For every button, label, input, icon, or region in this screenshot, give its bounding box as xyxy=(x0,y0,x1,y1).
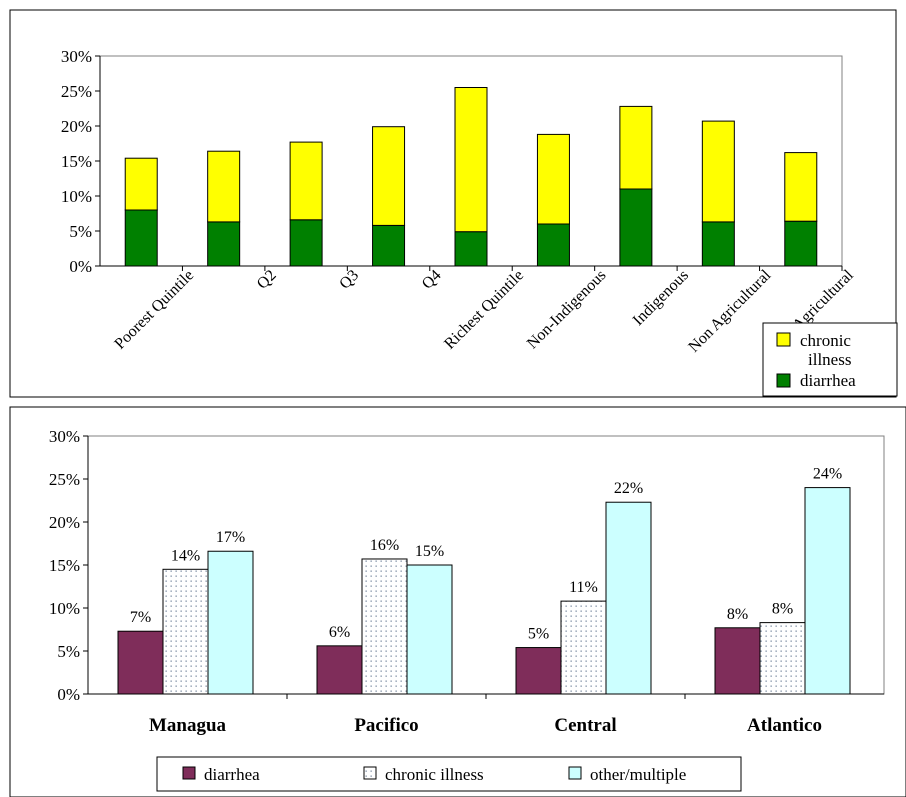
y-tick-label: 5% xyxy=(69,222,92,241)
bar-chronic-illness xyxy=(207,150,241,223)
bar-chronic-illness xyxy=(124,157,158,211)
bar-chronic-illness xyxy=(162,568,209,695)
x-tick-label: Q4 xyxy=(419,267,445,293)
legend-label-chronic: chronic xyxy=(800,331,851,350)
legend-label-chronic-2: illness xyxy=(808,350,851,369)
legend-label-chronic-illness: chronic illness xyxy=(385,765,484,784)
bar-chronic-illness xyxy=(454,87,488,233)
bottom-grouped-bar-chart: 0% 5% 10% 15% 20% 25% 30% 7% 14% 17% Managua 6% 16% 1… xyxy=(9,406,906,797)
bar-diarrhea xyxy=(316,645,363,695)
x-tick-label: Q3 xyxy=(336,267,362,293)
bar-chronic-illness xyxy=(289,141,323,221)
y-tick-label: 30% xyxy=(49,427,80,446)
data-label: 22% xyxy=(614,480,643,497)
data-label: 14% xyxy=(171,547,200,564)
data-label: 8% xyxy=(727,606,748,623)
bar-diarrhea xyxy=(289,219,323,267)
y-tick-label: 20% xyxy=(49,513,80,532)
legend-swatch-chronic xyxy=(776,332,791,347)
data-label: 24% xyxy=(813,466,842,483)
x-tick-label: Richest Quintile xyxy=(441,267,527,353)
y-tick-label: 30% xyxy=(61,47,92,66)
data-label: 6% xyxy=(329,624,350,641)
data-label: 16% xyxy=(370,537,399,554)
bar-diarrhea xyxy=(124,209,158,267)
bar-diarrhea xyxy=(454,231,488,267)
bar-chronic-illness xyxy=(361,558,408,695)
y-tick-label: 15% xyxy=(61,152,92,171)
x-tick-label: Q2 xyxy=(254,267,280,293)
bar-diarrhea xyxy=(207,221,241,267)
bar-diarrhea xyxy=(714,627,761,695)
bar-chronic-illness xyxy=(560,600,607,695)
x-tick-label: Indigenous xyxy=(630,267,692,329)
x-tick-label: Managua xyxy=(149,715,227,736)
data-label: 8% xyxy=(772,601,793,618)
bar-diarrhea xyxy=(536,223,570,267)
legend-swatch-chronic-illness xyxy=(363,766,377,780)
chart-frame xyxy=(9,406,906,797)
bar-chronic-illness xyxy=(619,105,653,190)
chart-frame xyxy=(9,9,897,398)
y-tick-label: 0% xyxy=(69,257,92,276)
bar-other-multiple xyxy=(207,550,254,695)
legend-swatch-diarrhea xyxy=(182,766,196,780)
bar-chronic-illness xyxy=(536,133,570,225)
data-label: 7% xyxy=(130,609,151,626)
y-tick-label: 10% xyxy=(61,187,92,206)
x-tick-label: Poorest Quintile xyxy=(111,267,197,353)
legend-box xyxy=(156,756,742,792)
data-label: 11% xyxy=(569,579,598,596)
x-tick-label: Central xyxy=(554,715,616,736)
bar-diarrhea xyxy=(372,224,406,267)
y-tick-label: 0% xyxy=(57,685,80,704)
data-label: 15% xyxy=(415,543,444,560)
y-tick-label: 25% xyxy=(49,470,80,489)
legend-swatch-diarrhea xyxy=(776,373,791,388)
y-tick-label: 10% xyxy=(49,599,80,618)
y-tick-label: 20% xyxy=(61,117,92,136)
legend-label-other-multiple: other/multiple xyxy=(590,765,686,784)
y-tick-label: 25% xyxy=(61,82,92,101)
bar-chronic-illness xyxy=(759,622,806,695)
y-tick-label: 5% xyxy=(57,642,80,661)
bar-diarrhea xyxy=(619,188,653,267)
x-tick-label: Atlantico xyxy=(747,715,822,736)
bar-chronic-illness xyxy=(784,152,818,222)
bar-diarrhea xyxy=(117,630,164,695)
legend: diarrhea chronic illness other/multiple xyxy=(156,756,742,792)
y-tick-label: 15% xyxy=(49,556,80,575)
legend-label-diarrhea: diarrhea xyxy=(800,371,856,390)
top-stacked-bar-chart: 0% 5% 10% 15% 20% 25% 30% Poorest Quintile Q2 Q3 Q… xyxy=(9,9,898,398)
bar-chronic-illness xyxy=(372,126,406,226)
bar-diarrhea xyxy=(701,221,735,267)
bar-diarrhea xyxy=(784,220,818,267)
data-label: 17% xyxy=(216,529,245,546)
data-label: 5% xyxy=(528,626,549,643)
x-tick-label: Non Agricultural xyxy=(685,266,774,355)
bar-other-multiple xyxy=(406,564,453,695)
bar-chronic-illness xyxy=(701,120,735,223)
bar-other-multiple xyxy=(804,487,851,695)
legend-label-diarrhea: diarrhea xyxy=(204,765,260,784)
bar-other-multiple xyxy=(605,501,652,695)
x-tick-label: Pacifico xyxy=(354,715,418,736)
bar-diarrhea xyxy=(515,647,562,695)
x-tick-label: Non-Indigenous xyxy=(524,267,610,353)
legend-swatch-other-multiple xyxy=(568,766,582,780)
